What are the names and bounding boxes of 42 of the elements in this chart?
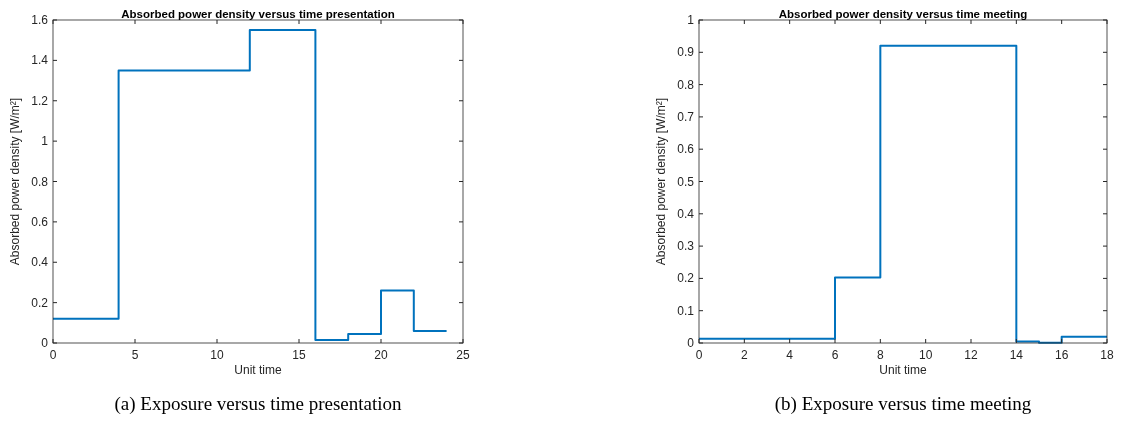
x-tick-label: 5 — [131, 348, 139, 362]
chart-title: Absorbed power density versus time presentation — [121, 8, 395, 20]
x-tick-label: 18 — [1100, 348, 1114, 362]
y-tick-label: 0.9 — [677, 45, 695, 60]
x-axis-title: Unit time — [879, 363, 927, 377]
y-tick-label: 0.8 — [677, 77, 695, 92]
y-tick-label: 0.1 — [677, 303, 695, 318]
x-tick-label: 2 — [740, 348, 748, 362]
x-tick-label: 10 — [918, 348, 933, 362]
y-axis-title: Absorbed power density [W/m²] — [654, 97, 668, 266]
x-tick-label: 4 — [786, 348, 794, 362]
y-tick-label: 0.6 — [31, 214, 49, 229]
y-tick-label: 0.3 — [677, 239, 695, 254]
text: (a) Exposure versus time presentation — [114, 393, 403, 415]
y-tick-label: 0.6 — [677, 142, 695, 157]
y-tick-label: 1.6 — [31, 13, 49, 27]
y-tick-label: 1.2 — [31, 93, 49, 108]
x-tick-label: 25 — [456, 348, 470, 362]
y-tick-label: 0.7 — [677, 109, 695, 124]
y-tick-label: 0 — [41, 336, 49, 350]
y-tick-label: 0.5 — [677, 174, 695, 189]
y-tick-label: 0.4 — [31, 255, 49, 270]
chart-title: Absorbed power density versus time meeting — [778, 8, 1028, 20]
y-tick-label: 0.2 — [677, 271, 695, 286]
text: (b) Exposure versus time meeting — [774, 393, 1032, 415]
y-tick-label: 1 — [41, 134, 49, 149]
y-tick-label: 0.8 — [31, 174, 49, 189]
x-tick-label: 14 — [1009, 348, 1024, 362]
x-tick-label: 6 — [831, 348, 839, 362]
y-tick-label: 0.4 — [677, 206, 695, 221]
x-tick-label: 20 — [374, 348, 388, 362]
y-tick-label: 1.4 — [31, 53, 49, 68]
x-axis-title: Unit time — [234, 363, 282, 377]
y-tick-label: 0 — [687, 336, 695, 350]
y-tick-label: 0.2 — [31, 295, 49, 310]
x-tick-label: 12 — [964, 348, 978, 362]
x-tick-label: 10 — [210, 348, 224, 362]
x-tick-label: 16 — [1054, 348, 1069, 362]
x-tick-label: 15 — [292, 348, 306, 362]
y-tick-label: 1 — [687, 13, 695, 27]
x-tick-label: 8 — [876, 348, 884, 362]
y-axis-title: Absorbed power density [W/m²] — [8, 97, 22, 266]
